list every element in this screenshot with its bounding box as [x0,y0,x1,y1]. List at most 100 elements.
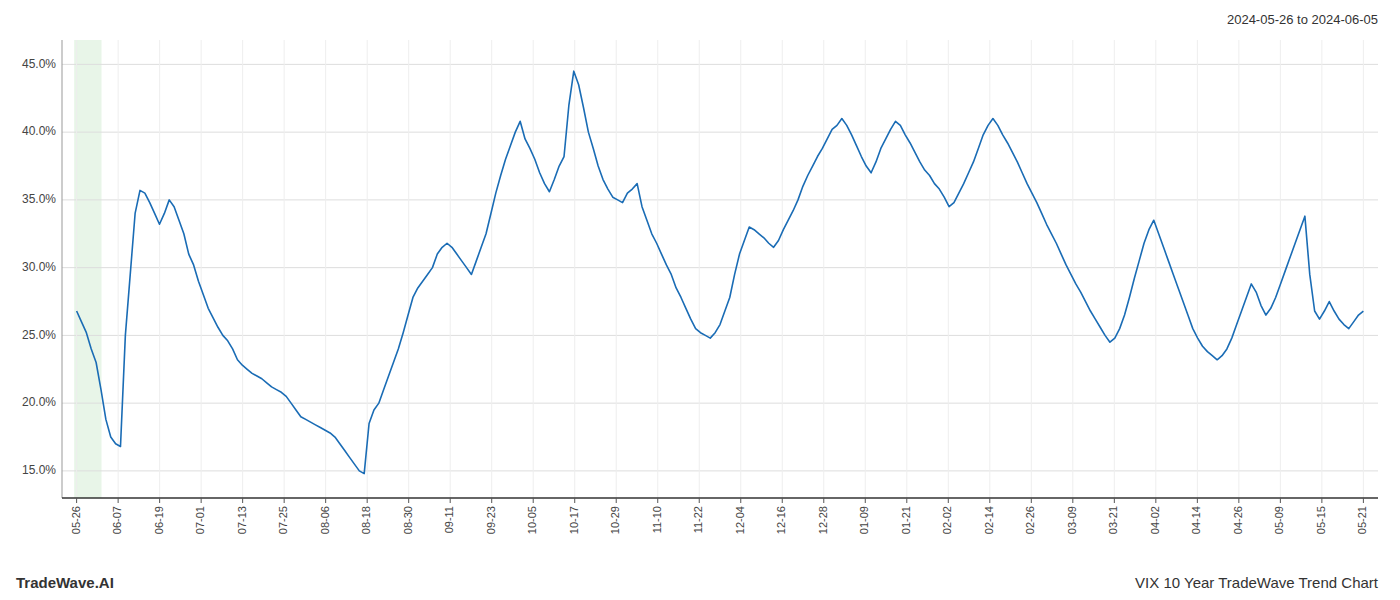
x-tick [76,498,77,503]
x-tick [491,498,492,503]
y-tick-label: 25.0% [22,328,56,342]
x-tick-label: 07-25 [277,506,289,534]
series-group [77,71,1364,473]
x-tick [782,498,783,503]
x-tick [367,498,368,503]
y-tick-label: 20.0% [22,395,56,409]
highlight-group [74,40,101,498]
y-tick-label: 15.0% [22,463,56,477]
x-tick [989,498,990,503]
grid [62,40,1378,498]
x-tick-label: 12-16 [775,506,787,534]
x-axis-line [62,497,1378,499]
y-grid-line [62,267,1378,268]
x-grid-line [325,40,326,498]
x-grid-line [533,40,534,498]
y-grid-line [62,199,1378,200]
x-grid-line [906,40,907,498]
x-tick [1072,498,1073,503]
y-grid-line [62,132,1378,133]
x-tick-label: 08-06 [319,506,331,534]
x-grid-line [1321,40,1322,498]
x-tick [284,498,285,503]
subtitle: 2024-05-26 to 2024-06-05 [1227,12,1378,27]
trend-line [77,71,1364,473]
x-tick [242,498,243,503]
x-grid-line [1031,40,1032,498]
y-tick-label: 35.0% [22,192,56,206]
y-axis-line [62,40,63,498]
x-tick-label: 05-15 [1315,506,1327,534]
x-grid-line [782,40,783,498]
x-tick-label: 10-05 [526,506,538,534]
x-tick [699,498,700,503]
texts: 2024-05-26 to 2024-06-05 VIX 10 Year Trad… [16,12,1379,591]
x-tick-label: 05-26 [70,506,82,534]
x-tick [1363,498,1364,503]
x-tick [1197,498,1198,503]
x-tick-label: 11-22 [692,506,704,533]
x-grid-line [408,40,409,498]
x-grid-line [284,40,285,498]
x-tick [574,498,575,503]
highlight-zone [74,40,101,498]
x-tick [408,498,409,503]
x-grid-line [1072,40,1073,498]
x-grid-line [367,40,368,498]
x-grid-line [616,40,617,498]
x-grid-line [118,40,119,498]
x-tick [118,498,119,503]
x-tick-label: 09-23 [485,506,497,534]
x-tick [823,498,824,503]
x-tick [948,498,949,503]
y-tick-label: 45.0% [22,57,56,71]
title: VIX 10 Year TradeWave Trend Chart [1135,574,1379,591]
x-grid-line [242,40,243,498]
x-tick-label: 07-01 [194,506,206,534]
x-tick [616,498,617,503]
x-tick-label: 11-10 [651,506,663,533]
footer-brand: TradeWave.AI [16,574,114,591]
x-grid-line [1280,40,1281,498]
x-grid-line [657,40,658,498]
x-tick-label: 04-02 [1149,506,1161,534]
x-grid-line [76,40,77,498]
x-tick [159,498,160,503]
x-tick-label: 06-07 [111,506,123,534]
x-grid-line [201,40,202,498]
x-tick-label: 04-14 [1190,506,1202,534]
x-tick [201,498,202,503]
x-tick-label: 02-26 [1024,506,1036,534]
x-grid-line [574,40,575,498]
x-tick [1114,498,1115,503]
y-grid-line [62,470,1378,471]
x-tick [906,498,907,503]
x-grid-line [159,40,160,498]
x-grid-line [1114,40,1115,498]
x-tick [1280,498,1281,503]
y-tick-label: 30.0% [22,260,56,274]
x-grid-line [1238,40,1239,498]
x-tick-label: 02-02 [941,506,953,534]
x-tick-label: 01-09 [858,506,870,534]
x-grid-line [1363,40,1364,498]
y-grid-line [62,64,1378,65]
x-tick [1155,498,1156,503]
x-tick [1238,498,1239,503]
x-tick [740,498,741,503]
x-tick-label: 04-26 [1232,506,1244,534]
x-tick-label: 02-14 [983,506,995,534]
x-grid-line [699,40,700,498]
y-grid-line [62,403,1378,404]
x-tick-label: 10-17 [568,506,580,534]
x-tick [325,498,326,503]
x-tick-label: 08-18 [360,506,372,534]
x-tick-label: 05-21 [1356,506,1368,534]
x-tick [450,498,451,503]
x-tick [533,498,534,503]
x-grid-line [865,40,866,498]
x-tick-label: 12-04 [734,506,746,534]
x-tick-label: 06-19 [153,506,165,534]
x-grid-line [989,40,990,498]
axes: 15.0%20.0%25.0%30.0%35.0%40.0%45.0%05-26… [22,40,1378,534]
